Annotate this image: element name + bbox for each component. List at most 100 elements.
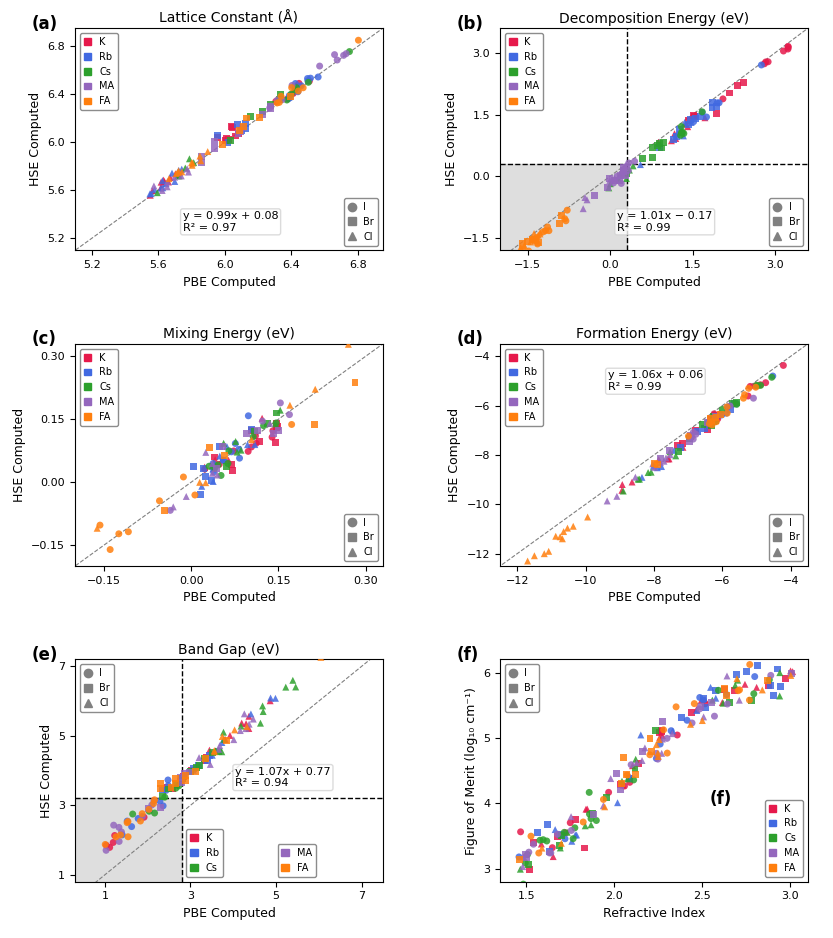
Point <box>217 732 231 747</box>
Point <box>143 187 157 202</box>
Point <box>274 396 287 411</box>
Point <box>519 847 532 862</box>
Point <box>170 777 183 792</box>
Point <box>536 832 550 847</box>
Text: (d): (d) <box>456 330 484 348</box>
Point <box>207 474 220 489</box>
Point <box>703 411 716 426</box>
Point <box>314 650 327 665</box>
Point <box>585 817 598 832</box>
Text: y = 1.06x + 0.06
R² = 0.99: y = 1.06x + 0.06 R² = 0.99 <box>608 371 703 392</box>
Point <box>198 753 212 768</box>
Point <box>648 456 661 471</box>
Point <box>122 814 135 829</box>
Point <box>157 503 171 518</box>
Point <box>631 756 645 771</box>
Point <box>696 104 709 119</box>
Point <box>228 436 242 451</box>
Point <box>652 452 666 467</box>
Point <box>222 132 235 147</box>
Point <box>209 744 222 759</box>
Point <box>711 410 724 425</box>
Point <box>192 758 206 773</box>
Point <box>217 453 230 468</box>
Bar <box>500 164 626 250</box>
Point <box>308 382 322 397</box>
Point <box>629 470 642 485</box>
Point <box>565 823 578 838</box>
Point <box>549 529 562 544</box>
Point <box>705 414 718 429</box>
Point <box>222 456 235 471</box>
Point <box>273 92 287 107</box>
Point <box>270 416 283 431</box>
Point <box>654 736 667 751</box>
Point <box>754 378 767 393</box>
Point <box>578 190 591 205</box>
Point <box>521 847 534 862</box>
Point <box>621 771 634 786</box>
Point <box>755 57 768 72</box>
Point <box>240 719 253 734</box>
Point <box>144 186 157 201</box>
Point <box>616 162 630 177</box>
Point <box>100 838 113 853</box>
Y-axis label: HSE Computed: HSE Computed <box>12 408 26 502</box>
Point <box>665 133 678 148</box>
Point <box>611 489 624 504</box>
Point <box>237 119 251 134</box>
Point <box>210 461 223 476</box>
Point <box>676 126 689 141</box>
Point <box>213 738 227 753</box>
Point <box>613 173 626 188</box>
Point <box>530 230 543 245</box>
Point <box>522 857 536 872</box>
Point <box>214 468 227 483</box>
Point <box>710 99 723 114</box>
Point <box>256 104 269 119</box>
Point <box>617 162 631 177</box>
Point <box>273 402 287 417</box>
Point <box>215 735 228 750</box>
Point <box>161 779 174 794</box>
Point <box>267 423 280 438</box>
Point <box>558 211 571 226</box>
Point <box>676 440 690 455</box>
Point <box>126 807 139 822</box>
Point <box>512 850 526 865</box>
Point <box>203 757 217 772</box>
Point <box>513 852 526 867</box>
Point <box>312 69 325 84</box>
Point <box>696 693 710 708</box>
Point <box>684 717 697 732</box>
Point <box>249 429 262 444</box>
Point <box>248 423 262 438</box>
Point <box>263 693 277 708</box>
Point <box>611 795 624 810</box>
Point <box>263 100 277 115</box>
Point <box>561 203 574 218</box>
Point <box>264 98 277 113</box>
Point <box>187 761 200 776</box>
Point <box>678 115 691 130</box>
Point <box>690 702 703 717</box>
Point <box>206 748 219 763</box>
Point <box>172 779 186 794</box>
Point <box>687 109 701 124</box>
Point <box>666 723 680 738</box>
Point <box>646 140 659 155</box>
Point <box>720 688 733 703</box>
Point <box>166 781 179 796</box>
Point <box>284 88 297 103</box>
Point <box>711 96 724 111</box>
Point <box>616 164 630 179</box>
Point <box>629 751 642 766</box>
Point <box>134 813 147 828</box>
Point <box>583 807 596 822</box>
Point <box>659 450 672 465</box>
Point <box>313 58 327 73</box>
Point <box>707 406 721 421</box>
Point <box>107 818 120 833</box>
Point <box>710 106 723 121</box>
Point <box>115 825 128 840</box>
